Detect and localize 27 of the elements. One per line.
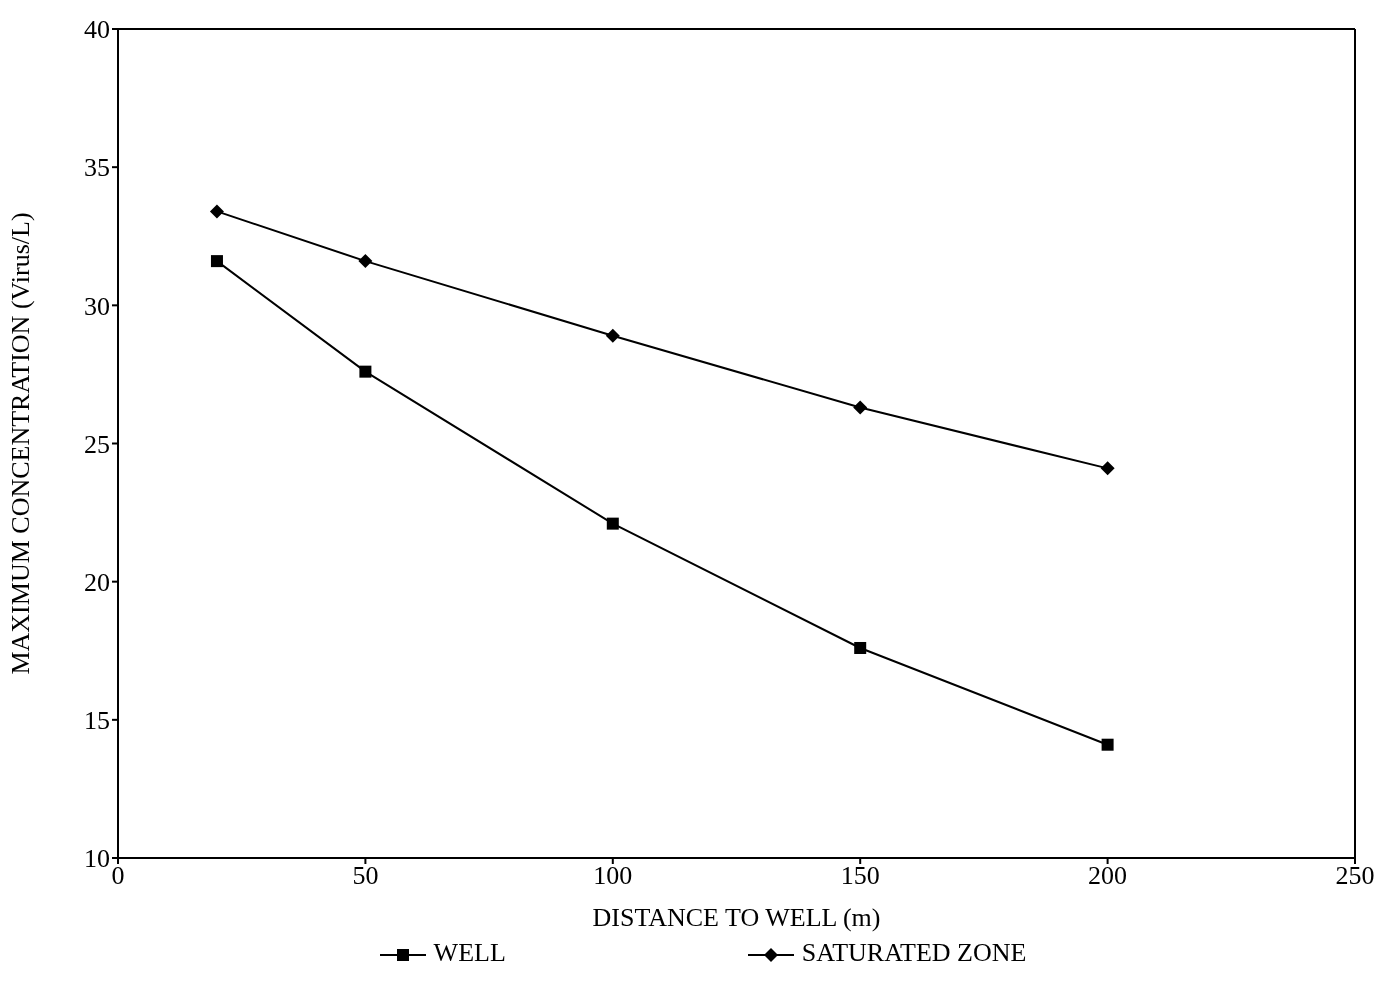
y-tick-label: 35: [84, 153, 110, 183]
y-tick-label: 20: [84, 567, 110, 597]
point: [359, 365, 372, 378]
legend-label: WELL: [433, 938, 506, 968]
x-tick-label: 50: [352, 861, 379, 891]
point: [1100, 461, 1115, 476]
y-axis-title: MAXIMUM CONCENTRATION (Virus/L): [6, 212, 36, 675]
y-tick-label: 40: [84, 15, 110, 45]
point: [209, 204, 224, 219]
x-tick-label: 200: [1088, 861, 1128, 891]
y-tick-label: 30: [84, 291, 110, 321]
point: [210, 255, 223, 268]
x-tick-label: 150: [840, 861, 880, 891]
point: [853, 400, 868, 415]
x-tick-label: 100: [593, 861, 633, 891]
point: [854, 641, 867, 654]
y-tick-label: 25: [84, 429, 110, 459]
point: [605, 328, 620, 343]
x-tick-label: 0: [111, 861, 125, 891]
y-tick-label: 10: [84, 844, 110, 874]
y-tick-label: 15: [84, 706, 110, 736]
point: [358, 254, 373, 269]
x-tick-label: 250: [1335, 861, 1375, 891]
legend-label: SATURATED ZONE: [801, 938, 1027, 968]
x-axis-title: DISTANCE TO WELL (m): [592, 903, 881, 932]
point: [1101, 738, 1114, 751]
point: [606, 517, 619, 530]
